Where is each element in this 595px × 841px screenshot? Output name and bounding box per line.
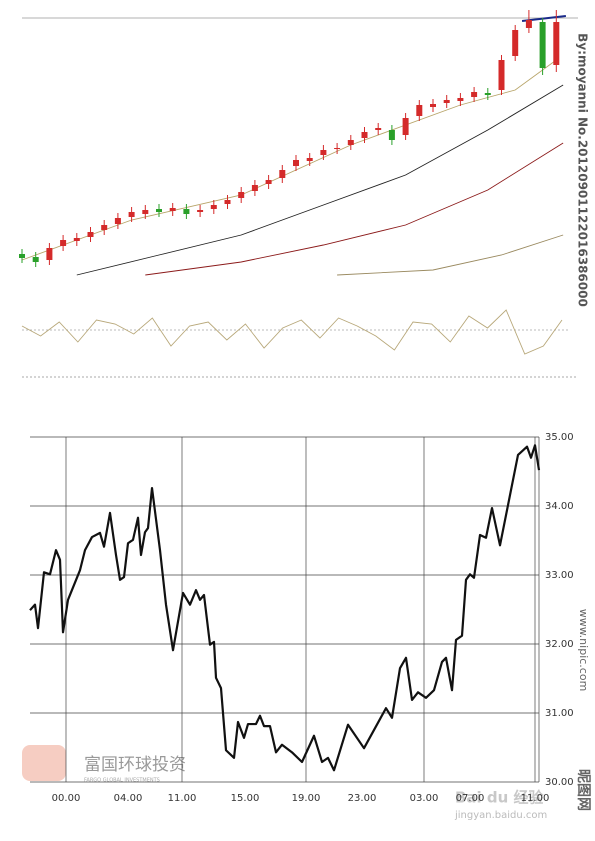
candle-body (375, 128, 382, 130)
moving-average (145, 142, 564, 276)
price-line (29, 444, 541, 772)
candle-body (525, 20, 532, 28)
candle-body (320, 150, 327, 155)
y-tick-label: 35.00 (545, 432, 574, 443)
logo-text: 富国环球投资 (84, 755, 186, 775)
candle-body (224, 200, 231, 204)
x-tick-label: 04.00 (114, 793, 143, 804)
watermark-site: www.nipic.com (577, 609, 590, 692)
candle-body (169, 208, 176, 211)
watermark-site-cn: 昵图网 (575, 769, 591, 811)
candle-body (553, 22, 560, 65)
candle-body (471, 92, 478, 97)
candle-body (142, 210, 149, 214)
candle-body (334, 148, 341, 149)
candle-body (60, 240, 67, 246)
logo: 富国环球投资 FARGO GLOBAL INVESTMENTS (22, 745, 186, 784)
candle-body (361, 132, 368, 138)
candle-body (265, 180, 272, 184)
x-tick-label: 07.00 (456, 793, 485, 804)
y-tick-label: 32.00 (545, 639, 574, 650)
x-tick-label: 15.00 (231, 793, 260, 804)
candle-body (416, 105, 423, 116)
candle-body (183, 209, 190, 214)
candle-body (197, 210, 204, 212)
candle-body (279, 170, 286, 178)
candle-body (347, 140, 354, 145)
candle-body (539, 22, 546, 68)
candle-body (512, 30, 519, 56)
x-tick-label: 03.00 (410, 793, 439, 804)
candle-body (457, 98, 464, 101)
candle-body (484, 93, 491, 95)
candle-body (46, 248, 53, 260)
moving-average (337, 234, 564, 276)
x-tick-label: 23.00 (348, 793, 377, 804)
candle-body (101, 225, 108, 230)
y-tick-label: 30.00 (545, 777, 574, 788)
candle-body (32, 257, 39, 262)
candle-body (238, 192, 245, 198)
candle-body (19, 254, 25, 258)
candle-body (430, 104, 436, 107)
y-tick-label: 33.00 (545, 570, 574, 581)
candle-body (87, 232, 94, 237)
candle-body (73, 238, 80, 241)
candle-body (156, 209, 162, 212)
candle-body (306, 158, 313, 161)
y-tick-label: 31.00 (545, 708, 574, 719)
x-tick-label: 11.00 (521, 793, 550, 804)
x-tick-label: 11.00 (168, 793, 197, 804)
x-tick-label: 19.00 (292, 793, 321, 804)
logo-icon (22, 745, 66, 781)
candle-body (210, 205, 217, 209)
candle-body (402, 118, 409, 135)
y-tick-label: 34.00 (545, 501, 574, 512)
moving-average (76, 84, 564, 276)
x-tick-label: 00.00 (52, 793, 81, 804)
watermark-baidu: Bai du 经验 (455, 789, 545, 807)
candle-body (443, 100, 450, 103)
candle-body (498, 60, 505, 90)
candle-body (388, 130, 395, 140)
candle-body (293, 160, 299, 166)
logo-sub: FARGO GLOBAL INVESTMENTS (84, 778, 160, 784)
candle-body (114, 218, 121, 224)
candle-body (128, 212, 135, 217)
candle-body (251, 185, 258, 191)
watermark-baidu-url: jingyan.baidu.com (454, 810, 547, 821)
oscillator-line (21, 309, 563, 355)
watermark-side: By:moyanni No.20120901122016386000 (576, 33, 590, 307)
